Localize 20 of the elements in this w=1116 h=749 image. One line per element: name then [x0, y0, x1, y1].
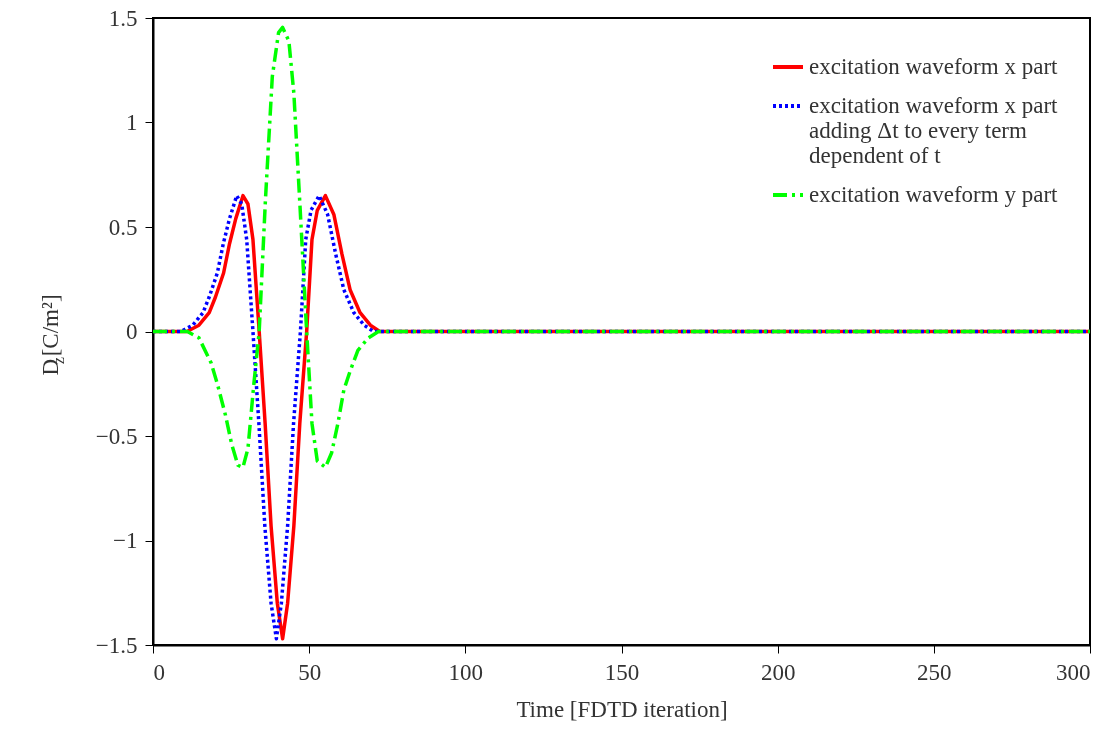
y-tick-label: −1.5 — [95, 632, 138, 658]
x-tick-label: 250 — [917, 659, 952, 685]
x-tick-label: 0 — [153, 659, 165, 685]
y-tick-label: 1.5 — [108, 5, 138, 31]
y-axis-title: Dz[C/m²] — [38, 294, 67, 376]
x-tick-label: 200 — [760, 659, 796, 685]
legend-label: excitation waveform y part — [809, 182, 1059, 207]
y-tick-label: −1 — [113, 528, 138, 553]
y-tick-label: −0.5 — [95, 423, 138, 449]
x-tick-label: 100 — [448, 659, 484, 685]
line-series — [153, 25, 1090, 470]
y-tick-label: 0 — [126, 319, 138, 344]
x-tick-label: 50 — [298, 659, 322, 685]
y-tick-label: 0.5 — [108, 214, 138, 240]
x-tick-label: 150 — [604, 659, 640, 685]
x-axis-title: Time [FDTD iteration] — [516, 696, 728, 722]
y-tick-label: 1 — [126, 110, 138, 135]
legend-label: excitation waveform x part adding Δt to every term dependent of t — [809, 93, 1059, 168]
x-tick-label: 300 — [1056, 659, 1091, 685]
legend-label: excitation waveform x part — [809, 54, 1059, 79]
